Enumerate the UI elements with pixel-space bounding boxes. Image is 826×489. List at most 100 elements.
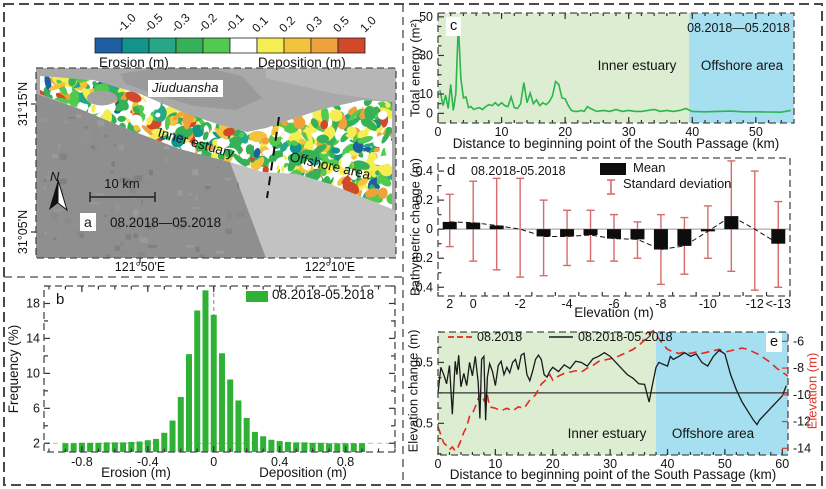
svg-text:40: 40 [661,457,675,471]
energy-offshore-region [689,13,794,123]
map-panel [36,68,396,258]
svg-text:-0.2: -0.2 [411,251,433,265]
svg-text:-10: -10 [793,388,811,402]
svg-text:0.5: 0.5 [330,13,352,35]
svg-text:0.4: 0.4 [271,455,288,469]
svg-text:-0.1: -0.1 [222,10,247,35]
svg-text:-2: -2 [515,297,526,311]
profile-legend-change-label: 08.2018-05.2018 [578,330,673,344]
svg-text:30: 30 [622,125,636,139]
colorbar-deposition-caption: Deposition (m) [258,55,346,70]
svg-text:-0.5: -0.5 [141,10,166,35]
svg-text:-10: -10 [699,297,717,311]
legend-mean-swatch [600,163,626,175]
elevation-change-line [437,349,787,426]
map-lon-label-left: 121°50'E [114,260,166,274]
estuary-boundary-line [266,116,280,199]
energy-offshore-area-label: Offshore area [700,58,784,73]
svg-text:14: 14 [26,331,40,345]
energy-x-axis-title: Distance to beginning point of the South… [452,136,780,151]
elevation-2018-line [437,329,789,453]
profile-plot: 0 10 20 30 40 50 60 0.5 -0.5 -6 -8 -10 -12 -14 [411,329,811,471]
svg-text:10: 10 [495,125,509,139]
svg-text:30: 30 [603,457,617,471]
histogram-y-axis-title: Frequency (%) [6,324,22,414]
svg-text:18: 18 [26,296,40,310]
bathymetric-legend-std-label: Standard deviation [623,176,732,191]
mean-bars [442,216,786,250]
svg-text:0.3: 0.3 [303,13,325,35]
svg-text:0: 0 [435,457,442,471]
colorbar: -1.0 -0.5 -0.3 -0.2 -0.1 0.1 0.2 0.3 0.5 1.0 [94,10,379,54]
svg-text:50: 50 [419,10,433,24]
histogram-x-axis-title-erosion: Erosion (m) [101,465,171,480]
map-lon-label-right: 122°10'E [304,260,356,274]
svg-text:<-13: <-13 [766,297,791,311]
histogram-x-axis-title-deposition: Deposition (m) [259,465,347,480]
svg-text:-6: -6 [793,334,804,348]
histogram-ticks [44,285,396,452]
svg-text:0.2: 0.2 [416,193,433,207]
map-frame [35,67,397,259]
map-lat-label-top: 31°15'N [15,81,30,127]
svg-text:30: 30 [419,48,433,62]
svg-text:6: 6 [33,401,40,415]
svg-text:-0.4: -0.4 [411,280,433,294]
figure-border [3,3,823,486]
svg-text:0.2: 0.2 [276,13,298,35]
svg-text:60: 60 [775,457,789,471]
profile-inner-estuary-label: Inner estuary [567,426,647,441]
profile-legend-2018-label: 08.2018 [477,330,523,344]
svg-text:0: 0 [470,297,477,311]
svg-text:2: 2 [446,297,453,311]
histogram-legend-label: 08.2018-05.2018 [272,287,375,302]
panel-d-period: 08.2018-05.2018 [471,164,566,178]
panel-b-letter: b [56,291,65,308]
svg-text:-12: -12 [793,415,811,429]
profile-y-axis-left-title: Elevation change (m) [405,329,421,453]
bathymetric-x-axis-title: Elevation (m) [574,305,654,320]
svg-text:-0.4: -0.4 [137,455,159,469]
energy-y-axis-title: Total energy (m²) [407,18,423,118]
colorbar-erosion-caption: Erosion (m) [99,55,169,70]
histogram-legend-swatch [246,291,268,302]
map-lat-label-bottom: 31°05'N [15,209,30,255]
bathymetric-plot: -0.4 -0.2 0 0.2 0.4 2 0 -2 -4 -6 -8 -10 -12 <-13 [411,157,791,311]
svg-text:20: 20 [546,457,560,471]
svg-text:1.0: 1.0 [357,13,379,35]
svg-text:40: 40 [685,125,699,139]
svg-text:-14: -14 [793,441,811,455]
profile-inner-region [438,332,657,455]
histogram-bars [62,290,366,452]
svg-text:0: 0 [435,125,442,139]
svg-text:-0.2: -0.2 [195,10,220,35]
svg-text:-4: -4 [562,297,573,311]
svg-text:-0.8: -0.8 [71,455,93,469]
energy-inner-estuary-label: Inner estuary [597,58,677,73]
panel-a-period: 08.2018—05.2018 [110,215,222,230]
svg-text:-6: -6 [608,297,619,311]
svg-text:0: 0 [210,455,217,469]
svg-text:20: 20 [558,125,572,139]
svg-text:0.8: 0.8 [337,455,354,469]
panel-e-letter: e [766,333,783,352]
svg-text:0.5: 0.5 [416,355,433,369]
energy-plot: 0 10 20 30 40 50 0 10 30 50 [419,10,795,139]
svg-text:-8: -8 [655,297,666,311]
svg-text:-1.0: -1.0 [114,10,139,35]
svg-text:0: 0 [426,106,433,120]
profile-y-axis-right-title: Elevation (m) [804,352,820,430]
profile-x-axis-title: Distance to beginning point of the South… [449,467,777,482]
svg-text:0: 0 [426,222,433,236]
energy-line [439,24,791,113]
svg-text:-8: -8 [793,361,804,375]
bathymetric-y-axis-title: Bathymetric change (m) [407,158,423,296]
energy-inner-region [438,13,690,123]
map-north-label: N [50,169,60,184]
svg-text:50: 50 [718,457,732,471]
legend-std-icon [607,179,615,195]
panel-c-period: 08.2018—05.2018 [687,21,790,35]
panel-a-letter: a [80,213,96,232]
svg-text:0.4: 0.4 [416,164,433,178]
